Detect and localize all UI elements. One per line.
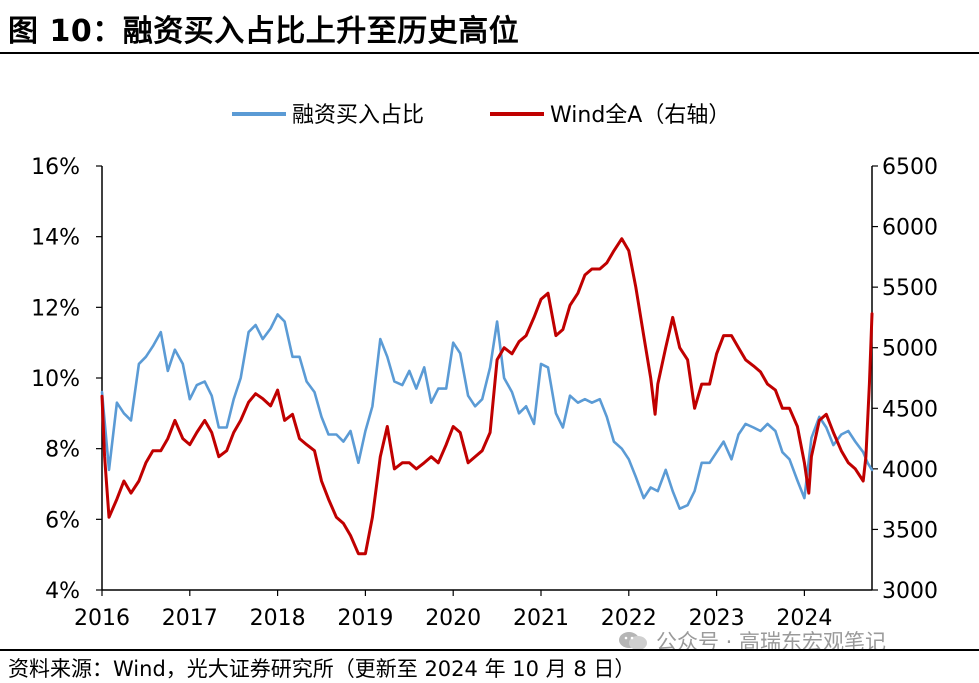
bottom-divider (0, 649, 979, 651)
x-tick-label: 2018 (250, 606, 306, 631)
plot-area: 4% 6% 8% 10% 12% 14% 16% 3000 3500 4000 4500 5000 5… (31, 155, 938, 631)
x-tick-label: 2020 (425, 606, 481, 631)
right-tick-label: 3500 (882, 518, 938, 543)
right-tick-label: 3000 (882, 579, 938, 604)
watermark: 公众号 · 高瑞东宏观笔记 (618, 626, 886, 656)
x-axis-ticks: 2016 2017 2018 2019 2020 2021 2022 2023 2024 (74, 590, 832, 631)
left-tick-label: 10% (31, 367, 80, 392)
wechat-icon (619, 632, 647, 650)
right-tick-label: 4000 (882, 458, 938, 483)
right-tick-label: 4500 (882, 397, 938, 422)
legend: 融资买入占比 Wind全A（右轴） (232, 103, 730, 128)
left-tick-label: 8% (45, 438, 80, 463)
series-line-0 (100, 313, 874, 510)
legend-label-series-0: 融资买入占比 (292, 103, 424, 128)
right-tick-label: 5000 (882, 337, 938, 362)
right-tick-label: 6000 (882, 216, 938, 241)
legend-label-series-1: Wind全A（右轴） (550, 103, 730, 128)
right-axis-ticks: 3000 3500 4000 4500 5000 5500 6000 6500 (872, 155, 938, 604)
page-title: 图 10：融资买入占比上升至历史高位 (8, 14, 520, 49)
left-tick-label: 6% (45, 508, 80, 533)
left-tick-label: 16% (31, 155, 80, 180)
series-line-1 (100, 237, 874, 556)
top-divider (0, 52, 979, 54)
right-tick-label: 5500 (882, 276, 938, 301)
x-tick-label: 2022 (601, 606, 657, 631)
x-tick-label: 2019 (337, 606, 393, 631)
x-tick-label: 2016 (74, 606, 130, 631)
series-layer (100, 237, 874, 556)
x-tick-label: 2017 (162, 606, 218, 631)
x-tick-label: 2023 (689, 606, 745, 631)
x-tick-label: 2021 (513, 606, 569, 631)
left-axis-ticks: 4% 6% 8% 10% 12% 14% 16% (31, 155, 102, 604)
right-tick-label: 6500 (882, 155, 938, 180)
left-tick-label: 14% (31, 226, 80, 251)
source-note: 资料来源：Wind，光大证券研究所（更新至 2024 年 10 月 8 日） (8, 657, 636, 681)
left-tick-label: 4% (45, 579, 80, 604)
left-tick-label: 12% (31, 296, 80, 321)
watermark-text: 公众号 · 高瑞东宏观笔记 (656, 630, 887, 654)
x-tick-label: 2024 (776, 606, 832, 631)
